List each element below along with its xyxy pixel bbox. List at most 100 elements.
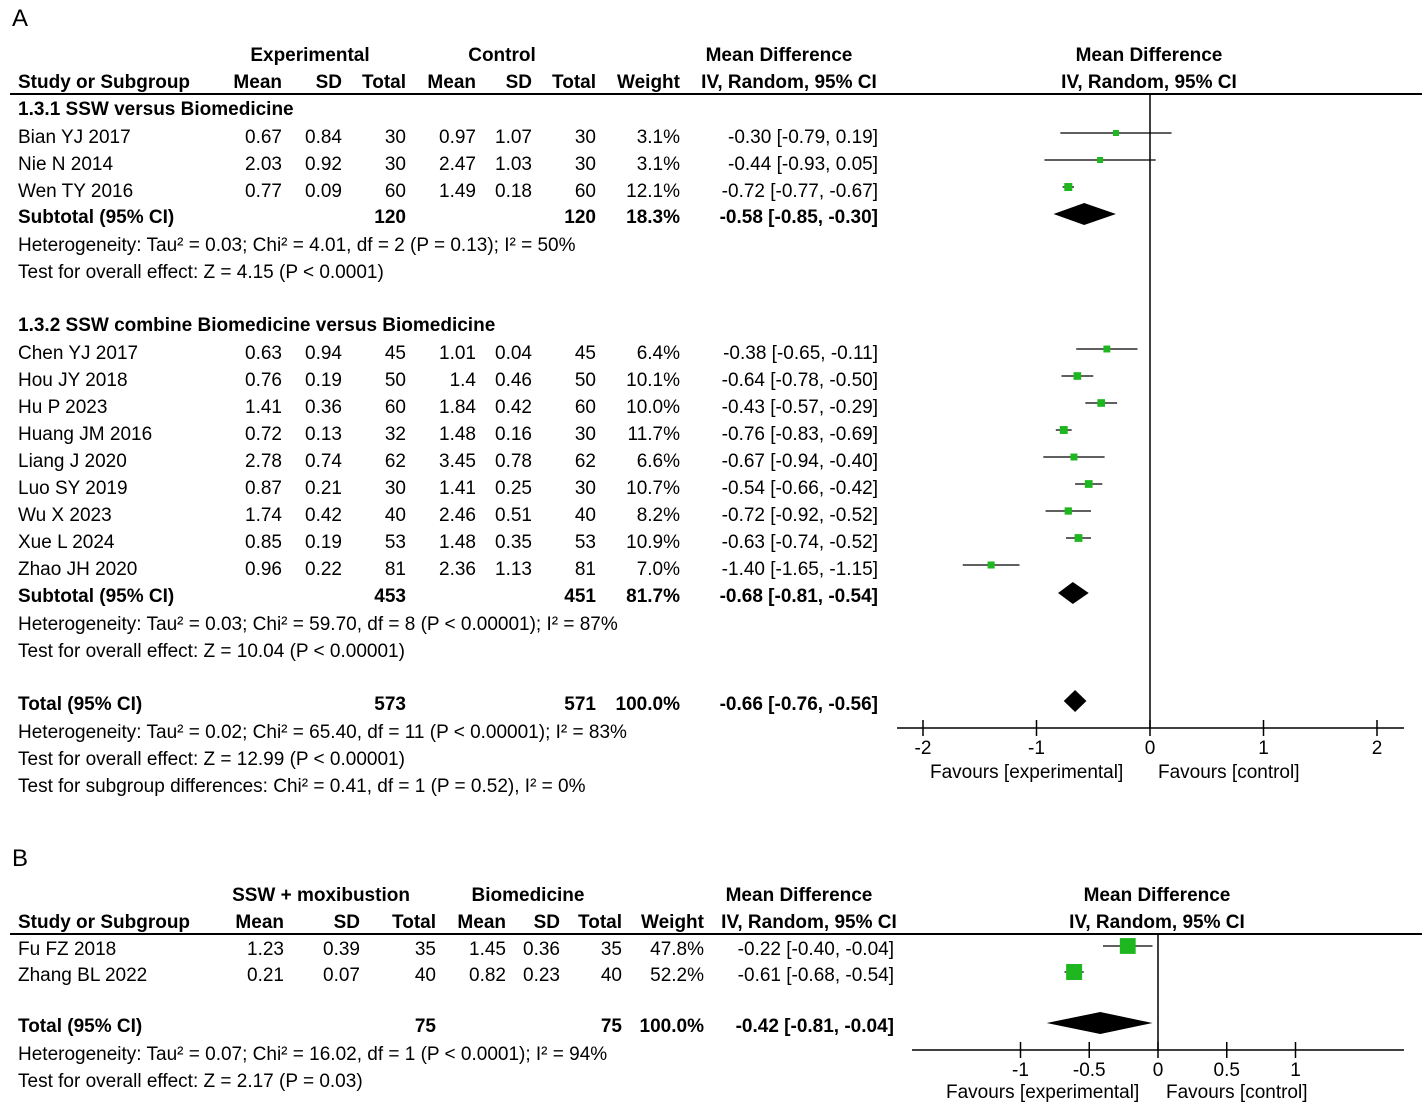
b-study-name: Zhang BL 2022: [18, 965, 148, 986]
a-sg2-study-m2: 1.4: [449, 370, 476, 391]
b-col-study: Study or Subgroup: [18, 912, 191, 933]
a-sg2-study-n1: 32: [384, 424, 406, 445]
a-sg1-subtotal-label: Subtotal (95% CI): [18, 207, 175, 228]
b-col-total1: Total: [392, 912, 436, 933]
a-total-n1: 573: [374, 694, 406, 715]
b-total-n1: 75: [414, 1016, 436, 1037]
a-effect-square: [1097, 399, 1106, 407]
a-sg2-study-m1: 0.96: [245, 559, 282, 580]
b-col-mean2: Mean: [457, 912, 506, 933]
a-subgroup1-title: 1.3.1 SSW versus Biomedicine: [18, 99, 294, 120]
a-group1-header: Experimental: [250, 45, 370, 66]
a-x-tick-label: -2: [915, 738, 932, 759]
a-effect-square: [987, 561, 995, 569]
a-sg2-heterogeneity: Heterogeneity: Tau² = 0.03; Chi² = 59.70…: [18, 614, 618, 635]
a-x-tick-label: 2: [1372, 738, 1383, 759]
b-study-m1: 1.23: [247, 939, 284, 960]
a-sg2-study-sd1: 0.21: [305, 478, 342, 499]
a-sg1-study-name: Nie N 2014: [18, 154, 114, 175]
b-x-tick-label: 0.5: [1214, 1060, 1240, 1081]
a-col-study: Study or Subgroup: [18, 72, 191, 93]
a-sg2-study-m1: 0.76: [245, 370, 282, 391]
a-sg2-study-sd2: 0.35: [495, 532, 532, 553]
a-sg1-heterogeneity: Heterogeneity: Tau² = 0.03; Chi² = 4.01,…: [18, 235, 576, 256]
a-col-mean1: Mean: [233, 72, 282, 93]
a-effect-square: [1097, 156, 1104, 164]
b-x-tick-label: 1: [1290, 1060, 1301, 1081]
a-col-weight: Weight: [617, 72, 680, 93]
a-sg2-study-n2: 30: [574, 478, 596, 499]
a-total-ci: -0.66 [-0.76, -0.56]: [719, 694, 878, 715]
b-study-n1: 35: [414, 939, 436, 960]
a-sg2-study-m1: 1.74: [245, 505, 282, 526]
a-sg2-study-n1: 45: [384, 343, 406, 364]
b-study-m2: 0.82: [469, 965, 506, 986]
a-sg2-study-sd1: 0.36: [305, 397, 342, 418]
a-sg2-study-name: Hou JY 2018: [18, 370, 128, 391]
a-sg2-study-ci: -0.43 [-0.57, -0.29]: [721, 397, 878, 418]
a-group2-header: Control: [468, 45, 536, 66]
a-sg2-study-m1: 0.85: [245, 532, 282, 553]
a-sg2-study-m1: 0.63: [245, 343, 282, 364]
a-total-weight: 100.0%: [615, 694, 680, 715]
a-sg2-study-m1: 2.78: [245, 451, 282, 472]
a-x-tick-label: -1: [1028, 738, 1045, 759]
b-plot-title: Mean Difference: [1083, 885, 1231, 906]
a-sg2-study-sd1: 0.22: [305, 559, 342, 580]
a-subgroup2-title: 1.3.2 SSW combine Biomedicine versus Bio…: [18, 315, 496, 336]
a-sg2-summary-diamond: [1058, 582, 1089, 604]
a-sg2-study-n1: 81: [384, 559, 406, 580]
a-sg2-study-sd1: 0.42: [305, 505, 342, 526]
a-sg2-study-sd2: 0.46: [495, 370, 532, 391]
a-sg2-subtotal-weight: 81.7%: [626, 586, 680, 607]
a-sg2-study-n1: 62: [384, 451, 406, 472]
a-sg2-study-weight: 10.9%: [626, 532, 680, 553]
a-sg2-study-weight: 11.7%: [627, 424, 680, 445]
a-sg2-study-sd1: 0.74: [305, 451, 342, 472]
a-sg1-study-sd2: 1.07: [495, 127, 532, 148]
b-col-mean1: Mean: [235, 912, 284, 933]
b-total-ci: -0.42 [-0.81, -0.04]: [735, 1016, 894, 1037]
a-sg2-study-m1: 1.41: [245, 397, 282, 418]
a-x-tick-label: 1: [1258, 738, 1269, 759]
b-favours-left: Favours [experimental]: [946, 1082, 1140, 1103]
a-sg2-study-n1: 40: [384, 505, 406, 526]
b-total-label: Total (95% CI): [18, 1016, 143, 1037]
a-sg2-study-sd2: 0.51: [495, 505, 532, 526]
b-total-n2: 75: [600, 1016, 622, 1037]
a-effect-square: [1074, 534, 1083, 542]
a-effect-square: [1112, 129, 1119, 137]
b-study-n1: 40: [414, 965, 436, 986]
a-sg2-study-n2: 81: [574, 559, 596, 580]
a-effect-square: [1084, 480, 1093, 488]
a-sg1-study-sd2: 1.03: [495, 154, 532, 175]
a-sg1-study-name: Wen TY 2016: [18, 181, 134, 202]
a-sg1-study-n1: 30: [384, 154, 406, 175]
a-sg2-study-m2: 1.01: [439, 343, 476, 364]
a-sg1-study-m1: 2.03: [245, 154, 282, 175]
a-effect-square: [1073, 372, 1082, 380]
a-col-mean2: Mean: [427, 72, 476, 93]
a-sg1-study-weight: 12.1%: [626, 181, 680, 202]
a-sg2-study-sd1: 0.19: [305, 532, 342, 553]
a-sg1-subtotal-ci: -0.58 [-0.85, -0.30]: [719, 207, 878, 228]
a-sg2-study-n1: 50: [384, 370, 406, 391]
a-sg2-study-m2: 3.45: [439, 451, 476, 472]
a-sg1-summary-diamond: [1053, 203, 1116, 225]
a-total-summary-diamond: [1063, 690, 1087, 712]
b-footer-heterogeneity: Heterogeneity: Tau² = 0.07; Chi² = 16.02…: [18, 1044, 608, 1065]
a-md-method: IV, Random, 95% CI: [701, 72, 877, 93]
a-total-label: Total (95% CI): [18, 694, 143, 715]
a-md-header: Mean Difference: [705, 45, 853, 66]
a-sg2-study-sd2: 0.25: [495, 478, 532, 499]
a-sg2-study-n1: 60: [384, 397, 406, 418]
a-sg2-study-weight: 8.2%: [636, 505, 680, 526]
a-sg2-study-n2: 50: [574, 370, 596, 391]
b-x-tick-label: -0.5: [1073, 1060, 1106, 1081]
a-sg2-study-ci: -0.67 [-0.94, -0.40]: [721, 451, 878, 472]
a-sg2-overall: Test for overall effect: Z = 10.04 (P < …: [18, 641, 405, 662]
panel-b-letter: B: [12, 845, 29, 872]
a-x-tick-label: 0: [1145, 738, 1156, 759]
a-sg1-study-sd2: 0.18: [495, 181, 532, 202]
